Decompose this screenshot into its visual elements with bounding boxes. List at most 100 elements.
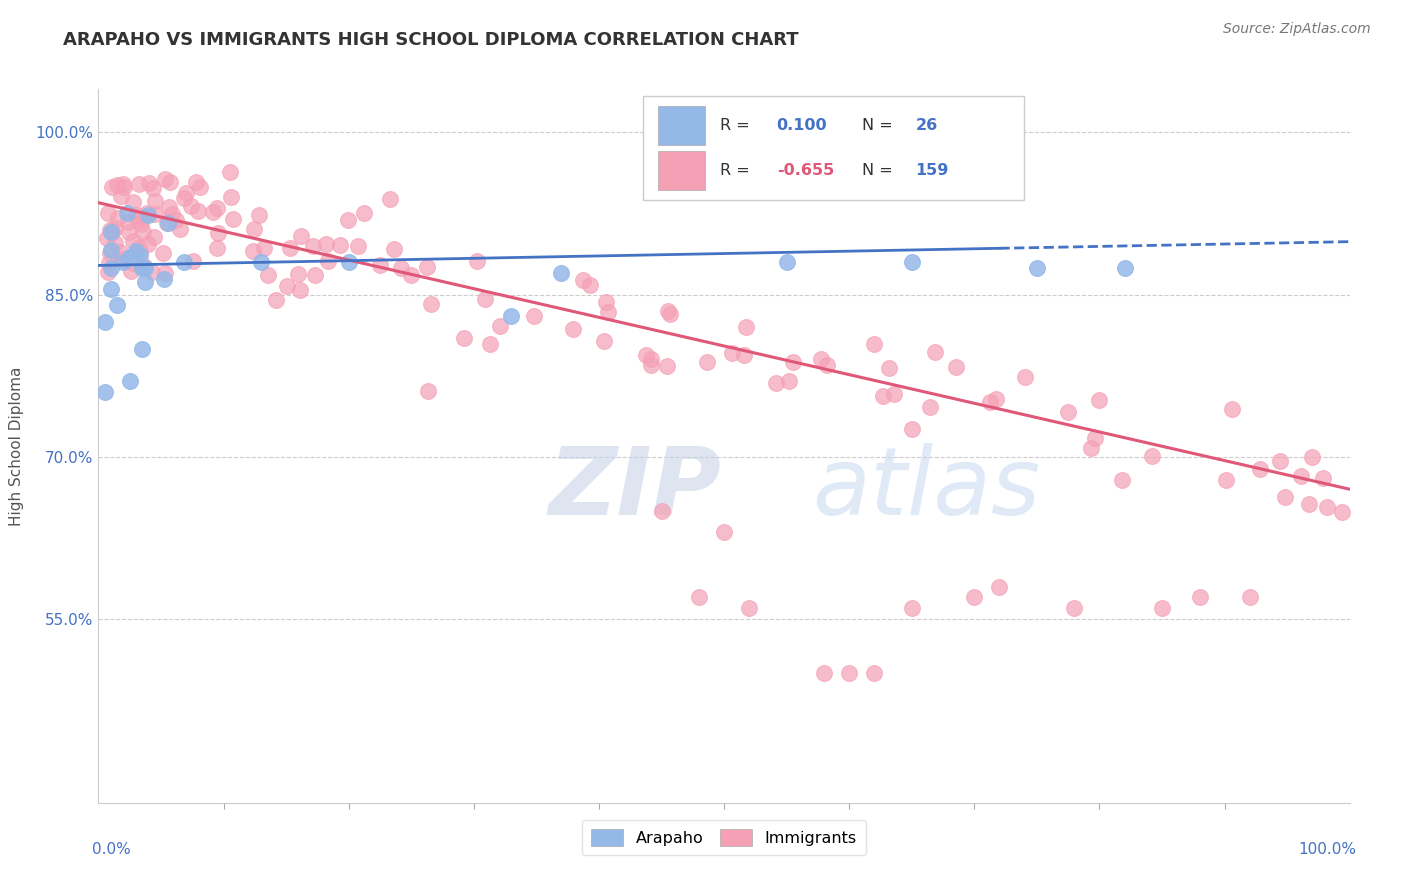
Point: [186, 175, 208, 189]
Text: 0.0%: 0.0%: [93, 842, 131, 857]
Point: [734, 320, 756, 334]
Point: [399, 268, 422, 283]
Point: [347, 239, 370, 253]
Point: [688, 591, 710, 605]
Point: [97, 265, 120, 279]
Point: [640, 351, 662, 366]
Point: [169, 222, 191, 236]
Point: [316, 254, 339, 268]
Point: [187, 204, 209, 219]
Point: [474, 292, 496, 306]
Point: [257, 268, 280, 282]
Point: [141, 181, 163, 195]
Point: [122, 195, 145, 210]
Point: [118, 250, 141, 264]
Point: [98, 255, 121, 269]
Point: [287, 267, 309, 281]
Point: [153, 171, 176, 186]
Point: [115, 206, 138, 220]
Point: [242, 244, 264, 259]
Point: [815, 358, 838, 372]
Point: [453, 330, 475, 344]
Point: [315, 237, 337, 252]
Text: N =: N =: [862, 118, 897, 133]
Point: [253, 241, 276, 255]
Y-axis label: High School Diploma: High School Diploma: [10, 367, 24, 525]
Point: [738, 601, 761, 615]
Point: [1215, 473, 1237, 487]
Point: [107, 211, 129, 225]
Point: [572, 273, 595, 287]
Point: [101, 225, 124, 239]
Point: [157, 200, 180, 214]
Point: [415, 260, 437, 274]
Point: [180, 199, 202, 213]
Point: [979, 395, 1001, 409]
Point: [1057, 405, 1080, 419]
Point: [479, 337, 502, 351]
Point: [97, 206, 120, 220]
Point: [416, 384, 439, 398]
Point: [782, 354, 804, 368]
Point: [1080, 441, 1102, 455]
Point: [134, 275, 156, 289]
Point: [128, 244, 150, 259]
Legend: Arapaho, Immigrants: Arapaho, Immigrants: [582, 820, 866, 855]
Point: [219, 165, 242, 179]
Point: [141, 264, 163, 278]
Point: [152, 272, 174, 286]
Point: [883, 386, 905, 401]
Point: [988, 580, 1011, 594]
Point: [143, 207, 166, 221]
Point: [838, 666, 860, 681]
Point: [1268, 454, 1291, 468]
Point: [159, 175, 181, 189]
Point: [872, 389, 894, 403]
Point: [522, 310, 544, 324]
Point: [128, 177, 150, 191]
Point: [105, 178, 128, 193]
Point: [118, 374, 141, 388]
Point: [264, 293, 287, 307]
Point: [100, 226, 122, 240]
Point: [550, 266, 572, 280]
Point: [984, 392, 1007, 407]
Point: [122, 256, 145, 270]
Point: [924, 345, 946, 359]
Point: [578, 278, 600, 293]
Point: [900, 601, 922, 615]
Point: [733, 348, 755, 362]
Point: [205, 202, 228, 216]
Point: [657, 304, 679, 318]
Point: [136, 237, 159, 252]
Point: [165, 212, 187, 227]
Point: [276, 278, 298, 293]
Point: [1063, 601, 1085, 615]
Point: [201, 205, 224, 219]
Text: 0.100: 0.100: [776, 118, 827, 133]
Point: [877, 361, 900, 376]
Point: [127, 212, 149, 227]
Point: [713, 525, 735, 540]
Point: [114, 179, 136, 194]
Point: [650, 504, 672, 518]
Point: [1274, 491, 1296, 505]
Point: [160, 207, 183, 221]
Point: [1298, 497, 1320, 511]
Point: [100, 282, 122, 296]
Point: [98, 223, 121, 237]
Point: [93, 384, 115, 399]
Point: [131, 342, 153, 356]
Point: [290, 229, 312, 244]
Point: [1188, 591, 1211, 605]
Point: [205, 241, 228, 255]
Point: [389, 261, 412, 276]
Point: [337, 255, 360, 269]
Point: [120, 263, 142, 277]
Bar: [658, 152, 706, 191]
Point: [96, 230, 118, 244]
Point: [132, 210, 155, 224]
Point: [138, 208, 160, 222]
Point: [112, 255, 135, 269]
Point: [131, 218, 153, 232]
